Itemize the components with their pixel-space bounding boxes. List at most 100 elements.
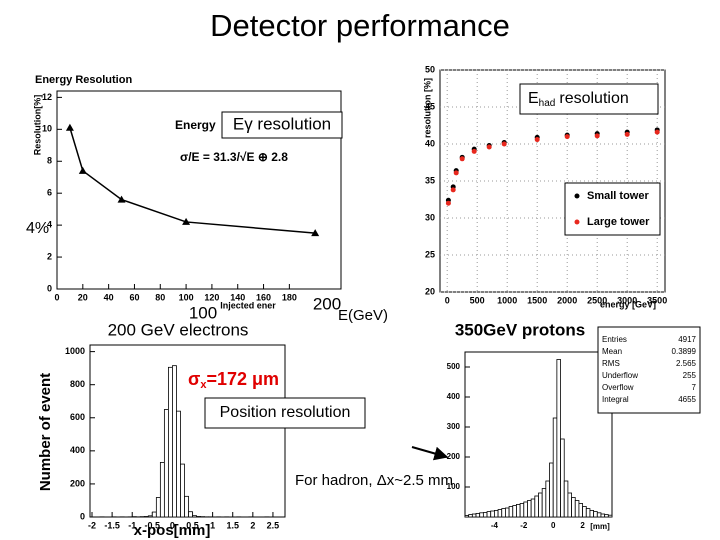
histogram-bar bbox=[176, 410, 181, 518]
x-tick-label: 2 bbox=[250, 520, 255, 530]
histogram-bar bbox=[490, 510, 495, 518]
x-tick-label: -2 bbox=[520, 521, 528, 530]
histogram-bar bbox=[552, 417, 558, 518]
histogram-bar bbox=[541, 488, 547, 518]
x-tick-label: 3000 bbox=[617, 295, 637, 305]
histogram-bar bbox=[505, 507, 510, 518]
histogram-bar bbox=[475, 513, 481, 518]
legend-box bbox=[564, 182, 661, 236]
data-point bbox=[624, 131, 630, 137]
histogram-bar bbox=[600, 513, 606, 518]
x-tick-label: -0.5 bbox=[145, 520, 161, 530]
x-tick-label: 180 bbox=[282, 292, 297, 302]
histogram-bar bbox=[604, 514, 609, 518]
y-tick-label: 0 bbox=[47, 283, 52, 293]
stats-value: 255 bbox=[683, 371, 697, 380]
x-tick-label: 80 bbox=[155, 292, 165, 302]
stats-name: Integral bbox=[602, 395, 629, 404]
histogram-bar bbox=[486, 511, 492, 518]
data-point bbox=[501, 141, 507, 147]
histogram-bar bbox=[184, 495, 189, 518]
x-tick-label: 1500 bbox=[527, 295, 547, 305]
histogram-bar bbox=[512, 505, 517, 518]
stats-name: Underflow bbox=[602, 371, 638, 380]
annotation: Ehad resolution bbox=[528, 90, 629, 108]
histogram-bar bbox=[538, 492, 543, 518]
data-point bbox=[654, 129, 660, 135]
histogram-bar bbox=[468, 514, 473, 518]
y-tick-label: 200 bbox=[70, 478, 85, 488]
histogram-bar bbox=[578, 503, 583, 518]
x-tick-label: -4 bbox=[491, 521, 499, 530]
data-point bbox=[182, 217, 191, 225]
x-tick-label: 2.5 bbox=[267, 520, 280, 530]
y-tick-label: 0 bbox=[80, 511, 85, 521]
x-tick-label: 60 bbox=[129, 292, 139, 302]
histogram-bar bbox=[567, 492, 572, 518]
x-tick-label: 100 bbox=[179, 292, 194, 302]
annotation-part: E bbox=[528, 90, 539, 107]
data-point bbox=[450, 187, 456, 193]
y-tick-label: 600 bbox=[70, 412, 85, 422]
annotation-part: x bbox=[200, 379, 207, 391]
stats-name: RMS bbox=[602, 359, 620, 368]
stats-value: 0.3899 bbox=[672, 347, 697, 356]
arrow bbox=[411, 446, 449, 461]
histogram-bar bbox=[151, 511, 157, 518]
histogram-bar bbox=[479, 512, 484, 518]
histogram-bar bbox=[168, 366, 173, 518]
data-point bbox=[65, 123, 74, 131]
x-tick-label: 0 bbox=[54, 292, 59, 302]
data-point bbox=[486, 144, 492, 150]
annotation-part: resolution bbox=[559, 90, 628, 107]
x-tick-label: 2500 bbox=[587, 295, 607, 305]
x-axis-label: Injected ener bbox=[220, 300, 276, 310]
annotation-part: =172 μm bbox=[206, 369, 279, 389]
x-tick-label: 120 bbox=[204, 292, 219, 302]
histogram-bar bbox=[582, 506, 587, 518]
y-tick-label: 800 bbox=[70, 379, 85, 389]
histogram-bar bbox=[493, 509, 499, 518]
stats-value: 2.565 bbox=[676, 359, 697, 368]
y-tick-label: 40 bbox=[425, 138, 435, 148]
y-tick-label: 200 bbox=[447, 452, 461, 461]
x-tick-label: 1000 bbox=[497, 295, 517, 305]
annotation: 350GeV protons bbox=[455, 320, 585, 339]
data-point bbox=[445, 200, 451, 206]
x-axis-label: x-pos[mm] bbox=[134, 522, 211, 539]
histogram-bar bbox=[159, 462, 165, 518]
histogram-bar bbox=[163, 409, 169, 518]
histogram-bar bbox=[188, 511, 193, 518]
x-tick-label: 2 bbox=[580, 521, 585, 530]
x-tick-label: 40 bbox=[104, 292, 114, 302]
data-point bbox=[564, 134, 570, 140]
histogram-bar bbox=[560, 438, 565, 518]
x-tick-label: 1.5 bbox=[226, 520, 239, 530]
y-axis-label: Resolution[%] bbox=[32, 95, 42, 156]
y-tick-label: 400 bbox=[447, 392, 461, 401]
histogram-bar bbox=[172, 365, 177, 518]
x-tick-label: -1 bbox=[128, 520, 136, 530]
data-point bbox=[534, 137, 540, 143]
histogram-bar bbox=[155, 497, 161, 518]
data-point bbox=[594, 133, 600, 139]
x-tick-label: 20 bbox=[78, 292, 88, 302]
x-tick-label: 140 bbox=[230, 292, 245, 302]
y-tick-label: 12 bbox=[42, 92, 52, 102]
histogram-bar bbox=[519, 503, 525, 518]
annotation: 100 bbox=[189, 303, 217, 322]
x-tick-label: 500 bbox=[470, 295, 485, 305]
x-tick-label: 2000 bbox=[557, 295, 577, 305]
x-tick-label: 0 bbox=[551, 521, 556, 530]
data-point bbox=[311, 229, 320, 237]
y-tick-label: 30 bbox=[425, 212, 435, 222]
data-point bbox=[459, 156, 465, 162]
y-axis-label: resolution [%] bbox=[422, 78, 432, 138]
annotation-box bbox=[519, 83, 659, 115]
annotation: 200 bbox=[313, 294, 341, 313]
histogram-bar bbox=[549, 462, 554, 518]
annotation: Position resolution bbox=[220, 404, 351, 421]
x-tick-label: -1.5 bbox=[104, 520, 120, 530]
annotation: σx=172 μm bbox=[188, 369, 279, 391]
stats-value: 7 bbox=[692, 383, 697, 392]
